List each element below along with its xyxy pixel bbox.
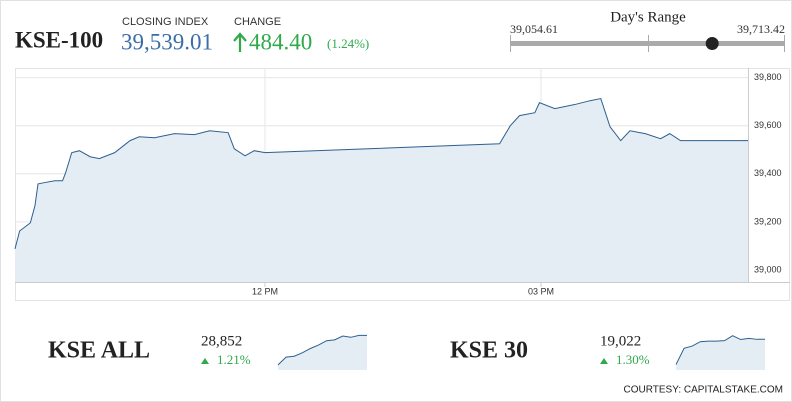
range-title: Day's Range — [610, 9, 686, 25]
line — [14, 97, 748, 249]
x-tick-label: 12 PM — [252, 286, 278, 296]
kse-all-close: 28,852 — [201, 333, 242, 349]
range-high: 39,713.42 — [737, 22, 785, 36]
change-value: 484.40 — [249, 29, 312, 54]
kse-30-close: 19,022 — [600, 333, 641, 349]
range-marker — [705, 37, 719, 50]
range-bar — [510, 41, 785, 46]
courtesy: COURTESY: CAPITALSTAKE.COM — [624, 385, 783, 396]
closing-label: CLOSING INDEX — [122, 16, 209, 28]
range-low: 39,054.61 — [510, 22, 558, 36]
y-tick-label: 39,200 — [754, 216, 782, 226]
closing-value: 39,539.01 — [121, 29, 213, 54]
y-tick-label: 39,600 — [754, 120, 782, 130]
up-triangle — [600, 358, 608, 364]
change-percent: (1.24%) — [327, 36, 369, 51]
line — [675, 335, 765, 365]
up-triangle — [201, 358, 209, 364]
kse-all-change: 1.21% — [217, 352, 251, 367]
y-tick-label: 39,000 — [754, 264, 782, 274]
kse-30-title: KSE 30 — [450, 338, 528, 364]
x-tick-label: 03 PM — [528, 286, 554, 296]
area — [676, 335, 765, 370]
y-tick-label: 39,800 — [754, 72, 782, 82]
index-title: KSE-100 — [15, 27, 103, 52]
up-arrow — [233, 32, 247, 52]
y-tick-label: 39,400 — [754, 168, 782, 178]
area — [15, 98, 748, 282]
area — [278, 335, 367, 370]
kse-30-change: 1.30% — [616, 352, 650, 367]
change-label: CHANGE — [234, 16, 281, 28]
line — [277, 334, 367, 366]
kse-all-title: KSE ALL — [48, 338, 150, 364]
chart-box — [15, 68, 790, 301]
